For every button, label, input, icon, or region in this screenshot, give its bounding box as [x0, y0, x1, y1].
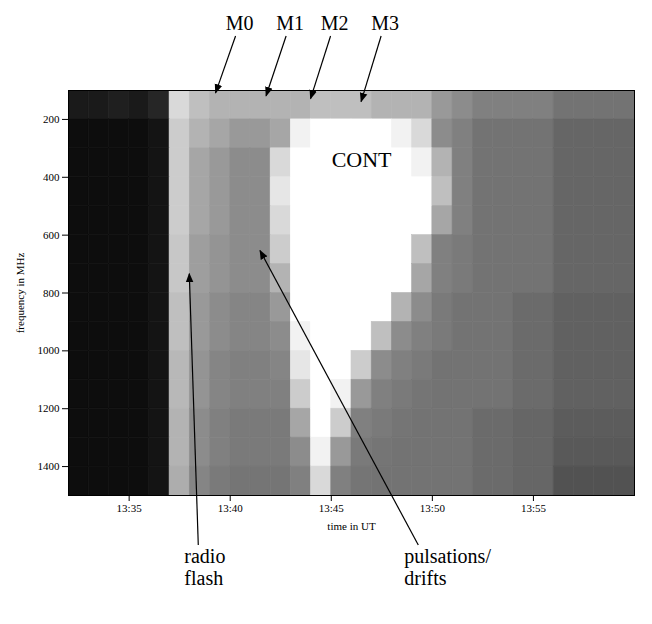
- svg-text:13:45: 13:45: [319, 502, 345, 514]
- svg-text:200: 200: [43, 113, 60, 125]
- svg-text:frequency in MHz: frequency in MHz: [14, 253, 26, 334]
- svg-text:1200: 1200: [38, 402, 61, 414]
- svg-text:400: 400: [43, 171, 60, 183]
- svg-text:M0: M0: [226, 12, 254, 34]
- svg-text:13:35: 13:35: [117, 502, 143, 514]
- svg-text:radioflash: radioflash: [184, 545, 225, 589]
- svg-text:1400: 1400: [38, 460, 61, 472]
- svg-text:13:40: 13:40: [218, 502, 244, 514]
- svg-text:13:55: 13:55: [521, 502, 547, 514]
- svg-text:1000: 1000: [38, 344, 61, 356]
- svg-text:pulsations/drifts: pulsations/drifts: [404, 545, 491, 589]
- svg-text:M3: M3: [371, 12, 399, 34]
- svg-text:600: 600: [43, 229, 60, 241]
- svg-text:time in UT: time in UT: [327, 520, 376, 532]
- svg-text:CONT: CONT: [332, 147, 392, 172]
- svg-text:13:50: 13:50: [420, 502, 446, 514]
- svg-text:M1: M1: [276, 12, 304, 34]
- svg-text:M2: M2: [321, 12, 349, 34]
- svg-text:800: 800: [43, 287, 60, 299]
